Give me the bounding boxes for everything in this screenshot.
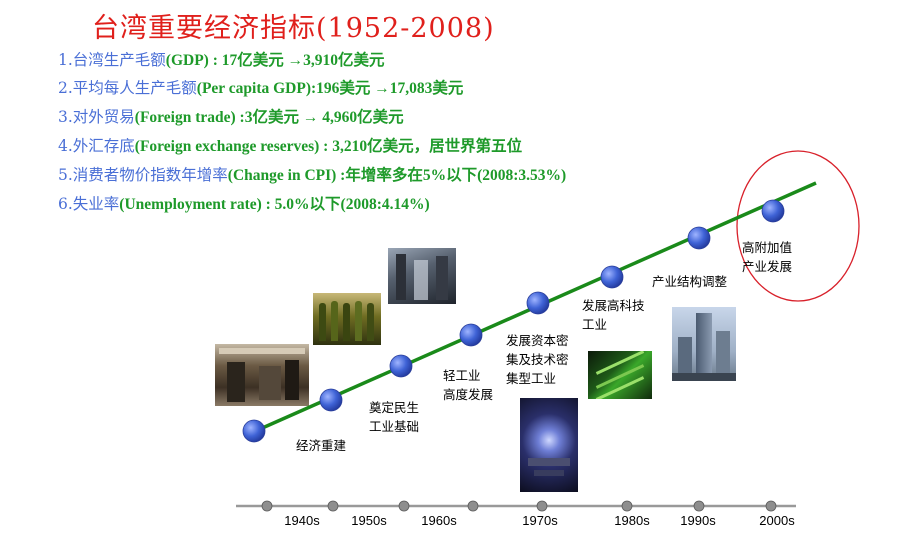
indicator-gdp: 1.台湾生产毛额(GDP) : 17亿美元 →3,910亿美元 [58,51,385,69]
timeline-tick-1 [261,500,273,512]
timeline-tick-3 [398,500,410,512]
timeline-tick-5 [536,500,548,512]
stage-node-1 [242,419,266,443]
decade-label-2000s: 2000s [759,513,795,528]
indicator-foreign-trade: 3.对外贸易(Foreign trade) :3亿美元 → 4,960亿美元 [58,108,404,126]
photo-bottles [313,293,381,345]
photo-textile-factory [388,248,456,304]
stage-node-2 [319,388,343,412]
indicator-unemployment: 6.失业率(Unemployment rate) : 5.0%以下(2008:4… [58,195,430,213]
stage-node-3 [389,354,413,378]
decade-label-1960s: 1960s [421,513,457,528]
indicator-per-capita-gdp: 2.平均每人生产毛额(Per capita GDP):196美元 →17,083… [58,79,464,97]
page-title: 台湾重要经济指标(1952-2008) [92,13,495,44]
stage-label-reconstruction: 经济重建 [296,438,347,453]
stage-node-4 [459,323,483,347]
stage-label-high-value-added: 高附加值 产业发展 [742,240,793,274]
highlight-circle [736,150,860,302]
decade-label-1990s: 1990s [680,513,716,528]
stage-node-7 [687,226,711,250]
stage-nodes [242,199,785,443]
indicator-cpi: 5.消费者物价指数年增率(Change in CPI) :年增率多在5%以下(2… [58,166,567,184]
timeline-tick-8 [765,500,777,512]
photo-city-skyline [672,307,736,381]
timeline-tick-2 [327,500,339,512]
photo-welding [520,398,578,492]
stage-node-8 [761,199,785,223]
decade-label-1950s: 1950s [351,513,387,528]
stage-label-light-industry-base: 奠定民生 工业基础 [369,400,420,434]
stage-node-5 [526,291,550,315]
photo-market-street [215,344,309,406]
timeline-ticks [261,500,777,512]
decade-label-1980s: 1980s [614,513,650,528]
stage-node-6 [600,265,624,289]
indicator-fx-reserves: 4.外汇存底(Foreign exchange reserves) : 3,21… [58,137,523,155]
stage-label-restructuring: 产业结构调整 [652,274,728,289]
stage-label-high-tech: 发展高科技 工业 [582,298,645,332]
stage-label-light-industry-development: 轻工业 高度发展 [443,368,494,402]
timeline-tick-4 [467,500,479,512]
stage-label-capital-tech-intensive: 发展资本密 集及技术密 集型工业 [506,333,569,386]
photo-circuit-board [588,351,652,399]
decade-label-1940s: 1940s [284,513,320,528]
decade-label-1970s: 1970s [522,513,558,528]
timeline-tick-7 [693,500,705,512]
timeline-tick-6 [621,500,633,512]
